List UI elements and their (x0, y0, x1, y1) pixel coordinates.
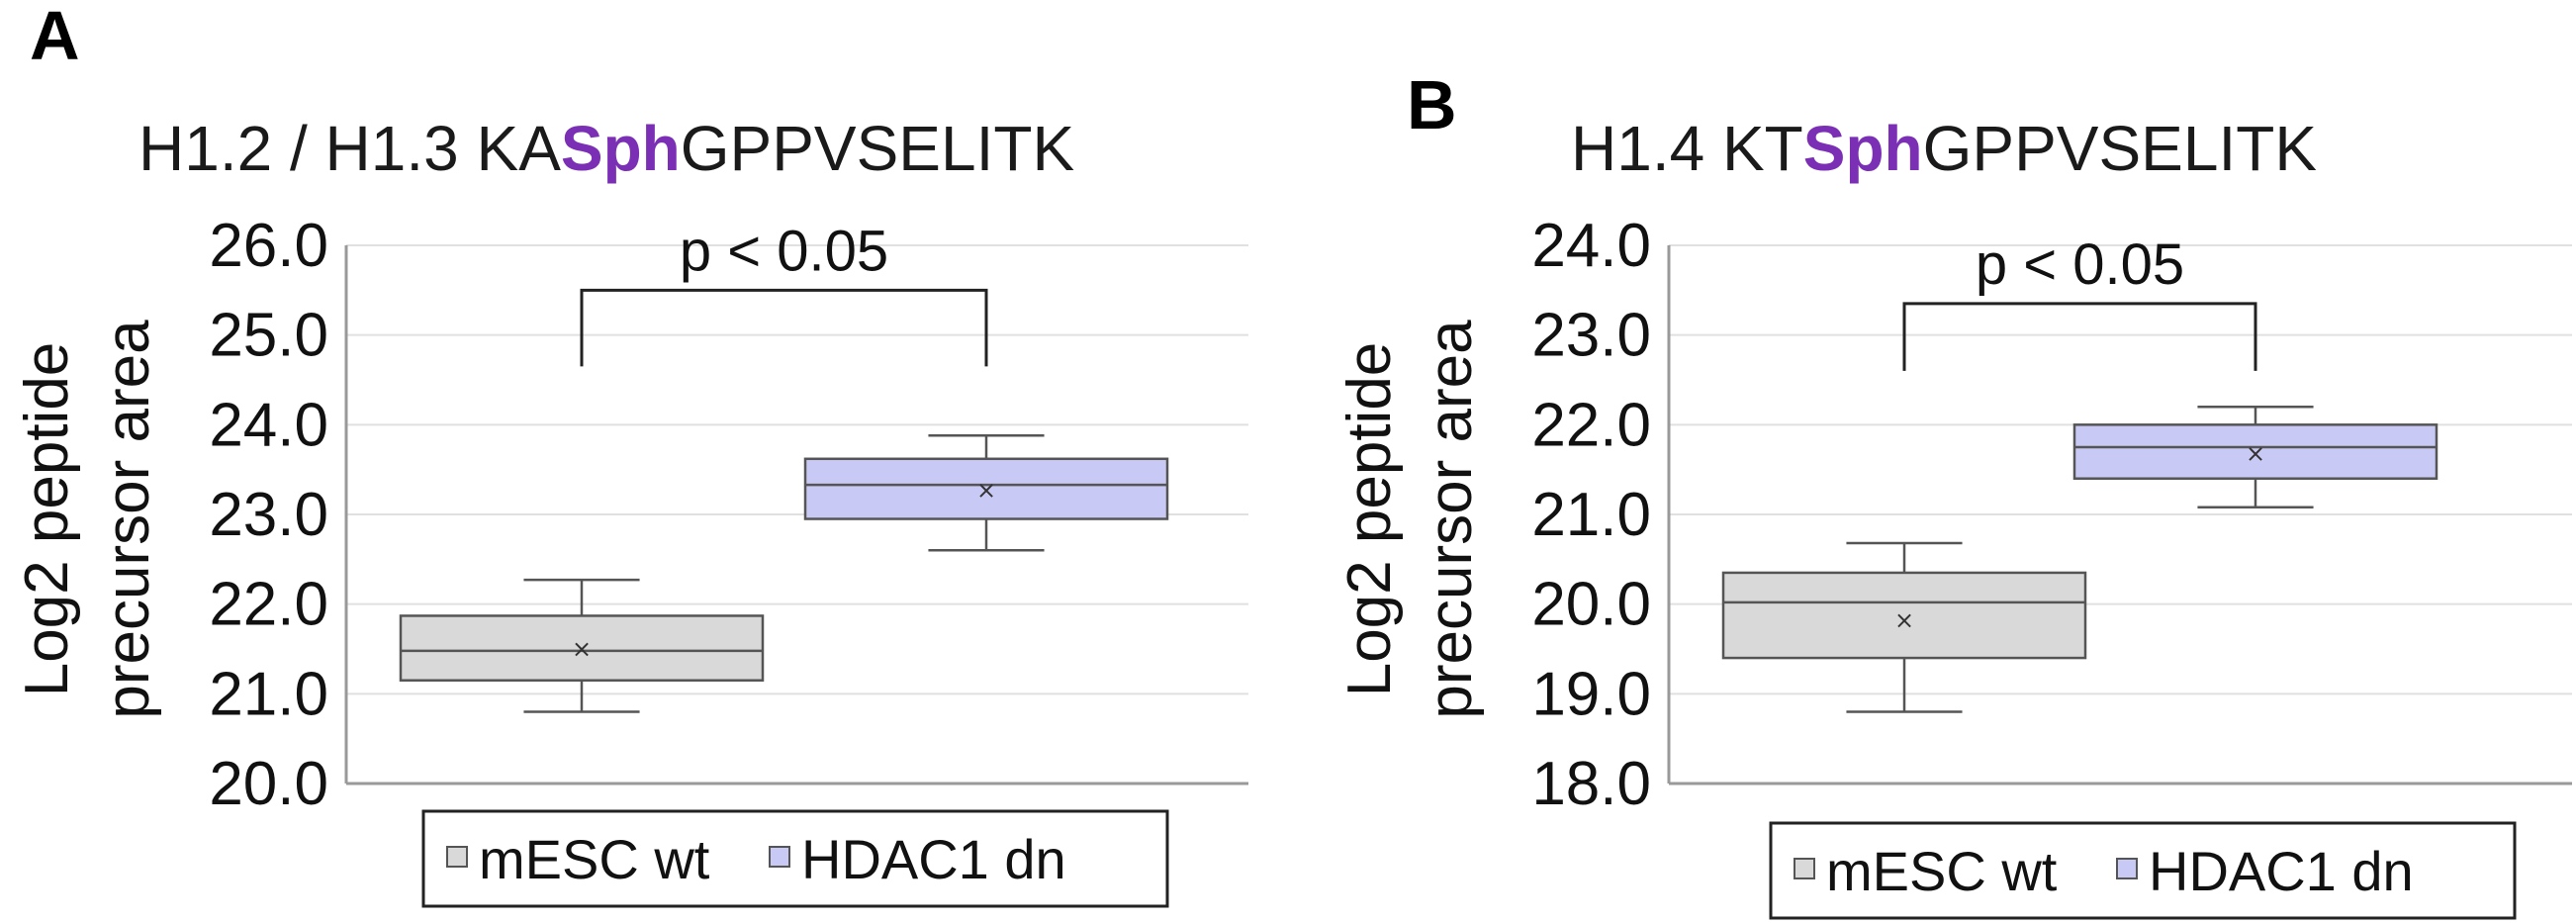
y-tick-label: 21.0 (209, 660, 328, 728)
legend-swatch-hdac1-dn (2116, 858, 2138, 879)
y-axis-label-line2: precursor area (1417, 320, 1485, 719)
significance-label: p < 0.05 (680, 219, 888, 283)
plot-area-b: 18.0 19.0 20.0 21.0 22.0 23.0 24.0 × × p < 0.05 (1531, 212, 2572, 818)
y-axis-label-line1: Log2 peptide (13, 342, 81, 697)
y-tick-label: 21.0 (1531, 481, 1651, 549)
title-part: H1.2 / H1.3 KA (138, 113, 561, 184)
y-tick-label: 19.0 (1531, 660, 1651, 728)
legend-label-hdac1-dn: HDAC1 dn (801, 828, 1066, 890)
plot-area-a: 20.0 21.0 22.0 23.0 24.0 25.0 26.0 × × p < 0.05 (209, 212, 1248, 818)
panel-b: B H1.4 KTSphGPPVSELITK Log2 peptide prec… (1335, 66, 2572, 920)
legend-frame (1769, 821, 2517, 920)
significance-label: p < 0.05 (1976, 232, 2184, 297)
significance-bracket (580, 288, 988, 367)
title-part: H1.4 KT (1571, 113, 1803, 184)
y-tick-label: 23.0 (1531, 302, 1651, 370)
y-tick-label: 22.0 (1531, 391, 1651, 459)
legend-label-mesc-wt: mESC wt (479, 828, 710, 890)
legend-swatch-mesc-wt (446, 846, 468, 868)
legend-frame (421, 809, 1169, 908)
chart-title-b: H1.4 KTSphGPPVSELITK (1571, 113, 2317, 184)
box-hdac1-dn (2072, 423, 2438, 480)
mean-marker-hdac1-dn: × (976, 477, 996, 505)
title-part-highlight: Sph (561, 113, 681, 184)
title-part: GPPVSELITK (1923, 113, 2317, 184)
y-tick-label: 20.0 (209, 750, 328, 818)
title-part: GPPVSELITK (681, 113, 1074, 184)
y-tick-label: 22.0 (209, 571, 328, 639)
panel-a: A H1.2 / H1.3 KASphGPPVSELITK Log2 pepti… (13, 0, 1248, 908)
panel-letter-b: B (1407, 66, 1457, 143)
mean-marker-mesc-wt: × (572, 635, 592, 663)
legend-swatch-mesc-wt (1794, 858, 1815, 879)
legend-label-mesc-wt: mESC wt (1826, 840, 2058, 902)
y-tick-label: 25.0 (209, 302, 328, 370)
legend-swatch-hdac1-dn (769, 846, 790, 868)
y-tick-label: 24.0 (1531, 212, 1651, 280)
box-mesc-wt (1721, 571, 2087, 660)
y-tick-label: 20.0 (1531, 571, 1651, 639)
panel-letter-a: A (30, 0, 80, 74)
chart-title-a: H1.2 / H1.3 KASphGPPVSELITK (138, 113, 1074, 184)
y-axis-label-line1: Log2 peptide (1335, 342, 1404, 697)
y-axis-label-a: Log2 peptide precursor area (13, 320, 162, 719)
y-tick-label: 18.0 (1531, 750, 1651, 818)
mean-marker-hdac1-dn: × (2246, 439, 2265, 467)
box-mesc-wt (399, 614, 765, 682)
y-axis-label-line2: precursor area (94, 320, 162, 719)
legend-b: mESC wt HDAC1 dn (1769, 821, 2517, 920)
legend-label-hdac1-dn: HDAC1 dn (2149, 840, 2414, 902)
title-part-highlight: Sph (1803, 113, 1923, 184)
y-tick-label: 23.0 (209, 481, 328, 549)
significance-bracket (1902, 302, 2257, 371)
y-axis-label-b: Log2 peptide precursor area (1335, 320, 1485, 719)
y-tick-label: 24.0 (209, 391, 328, 459)
legend-a: mESC wt HDAC1 dn (421, 809, 1169, 908)
y-tick-label: 26.0 (209, 212, 328, 280)
box-hdac1-dn (803, 457, 1169, 520)
mean-marker-mesc-wt: × (1894, 606, 1914, 634)
